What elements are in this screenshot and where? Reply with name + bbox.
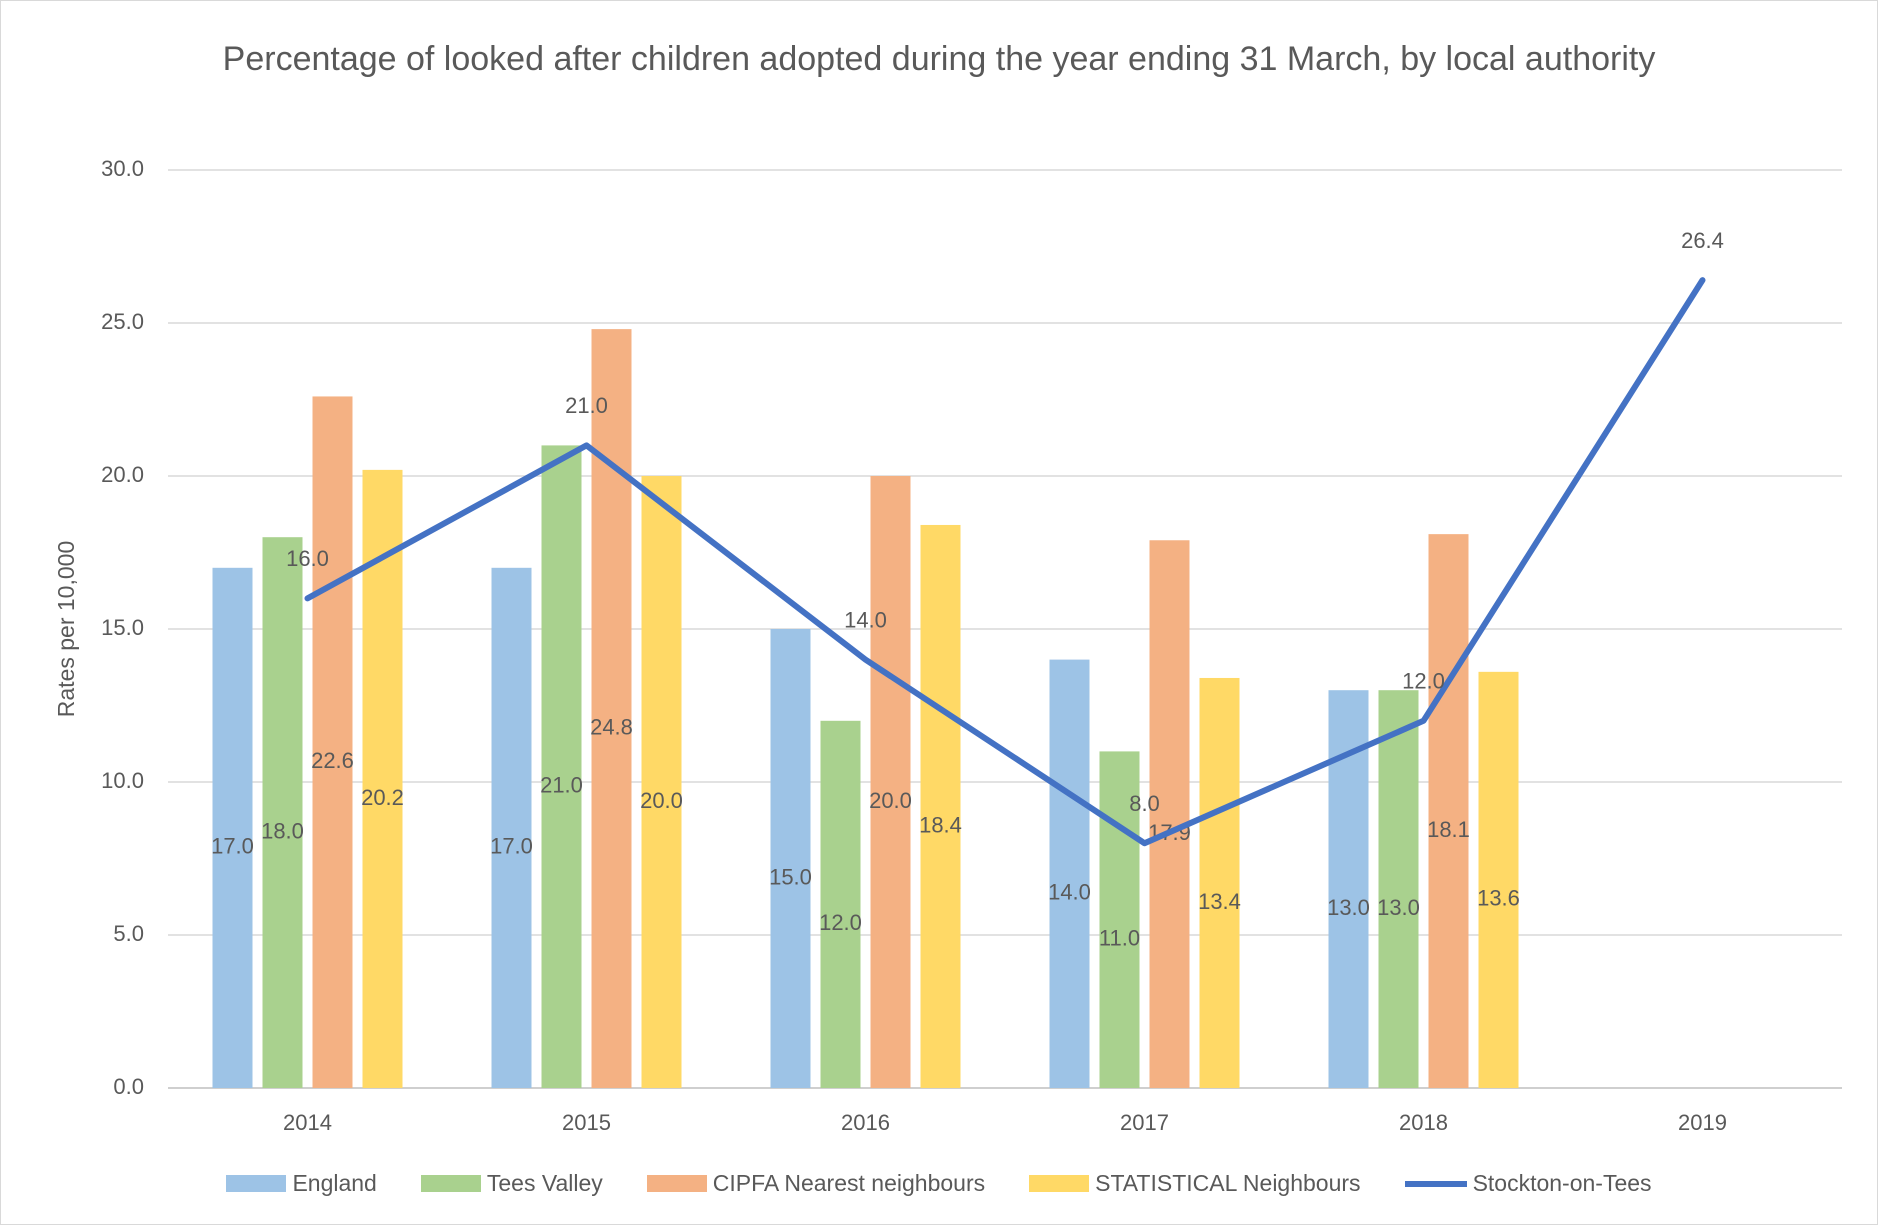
bar — [591, 329, 632, 1088]
legend-item: Stockton-on-Tees — [1404, 1170, 1652, 1197]
data-label: 20.0 — [640, 788, 683, 813]
data-label: 17.0 — [490, 834, 533, 859]
bar — [770, 629, 811, 1088]
data-label: 12.0 — [819, 910, 862, 935]
data-label: 13.0 — [1327, 895, 1370, 920]
legend-swatch — [226, 1175, 287, 1192]
x-tick-label: 2015 — [562, 1110, 611, 1135]
legend-label: England — [292, 1170, 377, 1196]
data-label: 18.0 — [261, 818, 304, 843]
legend-swatch — [1404, 1180, 1467, 1187]
legend-item: STATISTICAL Neighbours — [1029, 1170, 1361, 1197]
data-label: 17.0 — [211, 834, 254, 859]
data-label: 21.0 — [565, 393, 608, 418]
x-tick-label: 2016 — [841, 1110, 890, 1135]
data-label: 12.0 — [1402, 669, 1445, 694]
bar — [870, 476, 911, 1088]
x-tick-label: 2017 — [1120, 1110, 1169, 1135]
legend-swatch — [420, 1175, 481, 1192]
bar — [1378, 690, 1419, 1088]
legend-label: Tees Valley — [486, 1170, 603, 1196]
y-tick-label: 20.0 — [101, 462, 144, 487]
x-tick-label: 2018 — [1399, 1110, 1448, 1135]
legend-item: England — [226, 1170, 377, 1197]
bar — [920, 524, 961, 1088]
data-label: 14.0 — [1048, 880, 1091, 905]
data-label: 20.2 — [361, 785, 404, 810]
y-tick-label: 15.0 — [101, 615, 144, 640]
data-label: 14.0 — [844, 607, 887, 632]
bar — [362, 469, 403, 1088]
bar — [212, 567, 253, 1088]
bar — [262, 537, 303, 1088]
bar — [820, 720, 861, 1088]
data-label: 13.6 — [1477, 886, 1520, 911]
x-tick-label: 2019 — [1678, 1110, 1727, 1135]
data-label: 18.1 — [1427, 817, 1470, 842]
y-tick-label: 30.0 — [101, 156, 144, 181]
bar — [491, 567, 532, 1088]
legend-label: STATISTICAL Neighbours — [1095, 1170, 1361, 1196]
bar — [1478, 671, 1519, 1088]
bar — [1199, 677, 1240, 1088]
legend-swatch — [646, 1175, 707, 1192]
legend-label: Stockton-on-Tees — [1472, 1170, 1652, 1196]
bar — [1428, 534, 1469, 1088]
bar — [541, 445, 582, 1088]
chart-title: Percentage of looked after children adop… — [222, 40, 1656, 78]
bar — [1099, 751, 1140, 1088]
bar — [1049, 659, 1090, 1088]
x-tick-label: 2014 — [283, 1110, 332, 1135]
bar — [1149, 540, 1190, 1088]
legend-label: CIPFA Nearest neighbours — [712, 1170, 986, 1196]
data-label: 21.0 — [540, 773, 583, 798]
line — [304, 277, 1706, 847]
data-label: 8.0 — [1129, 791, 1160, 816]
y-tick-label: 5.0 — [113, 921, 144, 946]
bar — [641, 476, 682, 1088]
data-label: 26.4 — [1681, 228, 1724, 253]
data-label: 15.0 — [769, 864, 812, 889]
data-label: 16.0 — [286, 546, 329, 571]
y-axis-label: Rates per 10,000 — [53, 541, 79, 717]
data-label: 20.0 — [869, 788, 912, 813]
legend-item: Tees Valley — [420, 1170, 603, 1197]
bar — [312, 396, 353, 1088]
data-label: 22.6 — [311, 748, 354, 773]
legend-item: CIPFA Nearest neighbours — [646, 1170, 986, 1197]
data-label: 24.8 — [590, 714, 633, 739]
data-label: 18.4 — [919, 812, 962, 837]
data-label: 13.4 — [1198, 889, 1241, 914]
legend: England Tees Valley CIPFA Nearest neighbou… — [0, 1170, 1878, 1197]
legend-swatch — [1029, 1175, 1090, 1192]
y-tick-label: 10.0 — [101, 768, 144, 793]
y-tick-label: 25.0 — [101, 309, 144, 334]
y-tick-label: 0.0 — [113, 1074, 144, 1099]
data-label: 11.0 — [1099, 926, 1140, 951]
data-label: 13.0 — [1377, 895, 1420, 920]
